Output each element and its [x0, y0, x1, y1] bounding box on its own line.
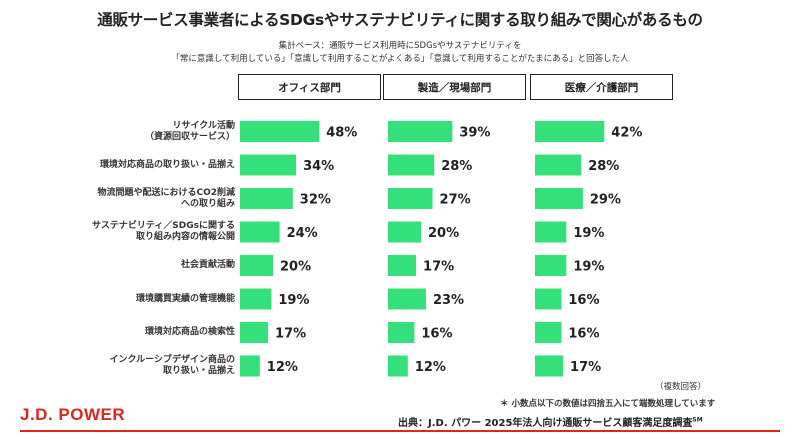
- panel-header-office: オフィス部門: [238, 74, 381, 100]
- source-text: 出典：J.D. パワー 2025年法人向け通販サービス顧客満足度調査SM: [398, 414, 703, 429]
- bar: [240, 154, 297, 176]
- bar: [240, 188, 293, 209]
- data-label: 17%: [423, 260, 454, 275]
- bar: [240, 221, 280, 243]
- panel-header-medical: 医療／介護部門: [530, 74, 673, 100]
- data-label: 19%: [573, 226, 604, 241]
- data-label: 42%: [611, 126, 642, 141]
- data-label: 32%: [300, 193, 331, 208]
- category-label-line: リサイクル活動: [172, 120, 235, 131]
- data-label: 20%: [280, 260, 311, 275]
- category-label: 環境対応商品の検索性: [60, 327, 235, 338]
- data-label: 12%: [415, 360, 446, 375]
- jd-power-logo: J.D. POWER: [20, 405, 126, 424]
- bar: [535, 154, 582, 176]
- bar: [535, 255, 567, 276]
- base-note-line-2: 「常に意識して利用している」「意識して利用することがよくある」「意識して利用する…: [171, 54, 629, 64]
- category-label-line: 環境対応商品の取り扱い・品揃え: [99, 159, 235, 170]
- data-label: 34%: [303, 159, 334, 174]
- footer-divider: [20, 430, 780, 432]
- category-label-line: サステナビリティ／SDGsに関する: [92, 221, 235, 231]
- data-label: 20%: [428, 226, 459, 241]
- data-label: 28%: [441, 159, 472, 174]
- data-label: 17%: [275, 327, 306, 342]
- category-label-line: 環境購買実績の管理機能: [135, 293, 235, 304]
- data-label: 17%: [570, 360, 601, 375]
- category-label-line: 取り扱い・品揃え: [162, 366, 235, 376]
- bar: [535, 322, 562, 343]
- bar: [388, 322, 415, 343]
- bar: [388, 288, 426, 310]
- data-label: 16%: [421, 327, 452, 342]
- bar: [388, 255, 417, 276]
- bar: [388, 221, 421, 243]
- data-label: 19%: [573, 260, 604, 275]
- bar: [535, 288, 562, 310]
- data-label: 24%: [287, 226, 318, 241]
- source-label: 出典：J.D. パワー 2025年法人向け通販サービス顧客満足度調査: [398, 418, 693, 429]
- category-label-line: への取り組み: [180, 198, 235, 209]
- data-label: 19%: [278, 293, 309, 308]
- bar: [240, 255, 273, 276]
- category-label: インクルーシブデザイン商品の 取り扱い・品揃え: [60, 355, 235, 377]
- data-label: 48%: [326, 126, 357, 141]
- service-mark: SM: [692, 416, 703, 424]
- base-note-line-1: 集計ベース：通販サービス利用時にSDGsやサステナビリティを: [278, 41, 522, 51]
- bar: [388, 188, 433, 209]
- data-label: 28%: [588, 159, 619, 174]
- bar: [535, 221, 567, 243]
- category-label-line: （資源回収サービス）: [144, 131, 235, 142]
- bar: [535, 121, 605, 142]
- bar: [388, 355, 408, 377]
- category-label-line: インクルーシブデザイン商品の: [109, 355, 235, 365]
- rounding-note: ＊ 小数点以下の数値は四捨五入にて端数処理しています: [500, 399, 716, 409]
- bar: [535, 188, 583, 209]
- category-label: 物流問題や配送におけるCO2削減 への取り組み: [60, 188, 235, 210]
- category-label: 環境対応商品の取り扱い・品揃え: [60, 160, 235, 171]
- category-label: リサイクル活動 （資源回収サービス）: [60, 121, 235, 143]
- bar: [388, 121, 453, 142]
- data-label: 16%: [568, 327, 599, 342]
- bar: [240, 322, 269, 343]
- bar: [240, 121, 320, 142]
- data-label: 27%: [440, 193, 471, 208]
- multiple-answers-note: （複数回答）: [655, 382, 707, 392]
- data-label: 39%: [459, 126, 490, 141]
- bar: [535, 355, 564, 377]
- category-label-line: 取り組み内容の情報公開: [135, 232, 235, 242]
- category-label: サステナビリティ／SDGsに関する 取り組み内容の情報公開: [60, 221, 235, 243]
- category-label: 社会貢献活動: [60, 260, 235, 271]
- bar: [240, 288, 272, 310]
- panel-header-manufacturing: 製造／現場部門: [383, 74, 526, 100]
- data-label: 29%: [590, 193, 621, 208]
- data-label: 23%: [433, 293, 464, 308]
- category-label: 環境購買実績の管理機能: [60, 294, 235, 305]
- bar: [240, 355, 260, 377]
- category-label-line: 環境対応商品の検索性: [144, 327, 235, 337]
- data-label: 16%: [568, 293, 599, 308]
- chart-title: 通販サービス事業者によるSDGsやサステナビリティに関する取り組みで関心があるも…: [97, 11, 703, 29]
- category-label-line: 物流問題や配送におけるCO2削減: [97, 187, 235, 198]
- data-label: 12%: [267, 360, 298, 375]
- category-label-line: 社会貢献活動: [180, 260, 235, 270]
- bar: [388, 154, 435, 176]
